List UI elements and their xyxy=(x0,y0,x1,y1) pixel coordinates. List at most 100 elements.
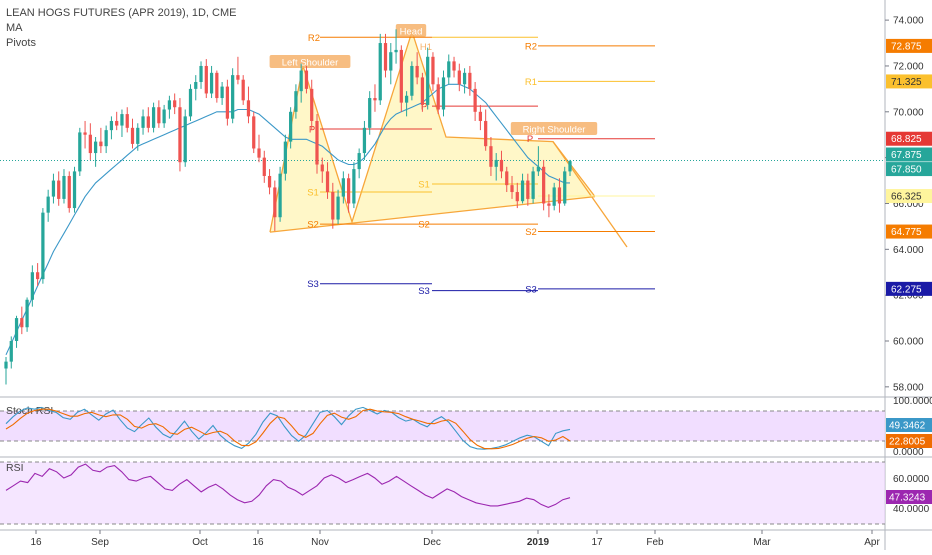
candle-body xyxy=(368,98,372,128)
symbol-title[interactable]: LEAN HOGS FUTURES (APR 2019), 1D, CME xyxy=(6,7,237,19)
time-tick-label: 16 xyxy=(252,537,264,548)
time-tick-label: 17 xyxy=(591,537,603,548)
candle-body xyxy=(146,116,150,128)
candle-body xyxy=(536,166,540,172)
stoch-d-line xyxy=(5,408,571,450)
candle-body xyxy=(394,49,398,53)
time-tick-label: Oct xyxy=(192,537,208,548)
pivot-s2-p2-label: S2 xyxy=(418,220,430,231)
candle-body xyxy=(289,111,293,142)
price-tick-label: 72.000 xyxy=(893,61,924,72)
candle-body xyxy=(352,169,356,204)
candle-body xyxy=(67,175,71,209)
pivot-s3-p3-label: S3 xyxy=(525,284,537,295)
candle-body xyxy=(568,161,572,172)
left-shoulder-label: Left Shoulder xyxy=(282,58,339,69)
candle-body xyxy=(404,95,409,103)
candle-body xyxy=(341,178,345,197)
rsi-badge: 47.3243 xyxy=(889,493,926,504)
candle-body xyxy=(252,116,256,149)
h1-label: H1 xyxy=(420,42,432,53)
candle-body xyxy=(30,272,34,300)
price-badge: 67.850 xyxy=(891,165,922,176)
price-badge: 64.775 xyxy=(891,227,922,238)
candle-body xyxy=(246,100,251,117)
price-tick-label: 60.000 xyxy=(893,337,924,348)
candle-body xyxy=(262,157,266,176)
price-badge: 68.825 xyxy=(891,134,922,145)
left-shoulder-label-bg xyxy=(269,55,351,68)
right-shoulder-label-bg xyxy=(510,122,598,135)
study-pivots-label[interactable]: Pivots xyxy=(6,37,36,49)
candle-body xyxy=(57,180,61,199)
rsi-band xyxy=(0,462,885,524)
stoch-band xyxy=(0,411,885,441)
price-badge-bg xyxy=(886,189,932,204)
candle-body xyxy=(552,187,556,206)
pivot-s1-p2-label: S1 xyxy=(418,179,430,190)
candle-body xyxy=(83,132,87,135)
projection-line xyxy=(552,141,628,248)
candle-body xyxy=(14,318,19,341)
candle-body xyxy=(194,82,198,89)
candle-body xyxy=(557,187,562,204)
price-badge-bg xyxy=(886,281,932,296)
stoch-title: Stoch RSI xyxy=(6,405,53,417)
candle-body xyxy=(283,141,287,174)
price-tick-label: 62.000 xyxy=(893,291,924,302)
pivot-s3-p1-label: S3 xyxy=(307,279,319,290)
candle-body xyxy=(46,196,50,213)
candle-body xyxy=(151,107,156,128)
price-tick-label: 58.000 xyxy=(893,382,924,393)
candle-body xyxy=(457,70,461,85)
candle-body xyxy=(499,159,504,172)
price-badge-bg xyxy=(886,74,932,89)
head-label: Head xyxy=(400,27,423,38)
study-ma-label[interactable]: MA xyxy=(6,22,23,34)
candle-body xyxy=(125,114,129,128)
time-tick-label: Feb xyxy=(646,537,664,548)
price-badge: 62.275 xyxy=(891,284,922,295)
time-tick-label: Nov xyxy=(311,537,329,548)
rsi-line xyxy=(5,463,571,508)
candle-body xyxy=(462,72,467,85)
candle-body xyxy=(399,49,403,103)
candle-body xyxy=(130,127,135,144)
candle-body xyxy=(378,43,382,101)
candle-body xyxy=(241,79,245,101)
candle-body xyxy=(304,70,309,89)
candle-body xyxy=(346,178,351,204)
time-tick-label: Apr xyxy=(864,537,880,548)
candle-body xyxy=(178,107,182,163)
candle-body xyxy=(4,361,8,369)
candle-body xyxy=(78,132,82,172)
candle-body xyxy=(563,171,567,204)
candle-body xyxy=(88,134,92,154)
pivot-s1-p3-label: S1 xyxy=(525,192,537,203)
candle-body xyxy=(236,75,240,80)
rsi-tick: 40.0000 xyxy=(893,504,930,515)
candle-body xyxy=(315,120,319,165)
candle-body xyxy=(447,61,451,78)
candle-body xyxy=(173,100,177,108)
candle-body xyxy=(72,171,77,209)
candle-body xyxy=(93,141,98,154)
candle-body xyxy=(436,84,440,110)
rsi-badge-bg xyxy=(886,490,932,504)
candle-body xyxy=(389,52,393,71)
candle-body xyxy=(299,70,303,92)
candle-body xyxy=(505,171,509,186)
candle-body xyxy=(120,114,124,126)
neckline xyxy=(269,195,596,233)
candle-body xyxy=(515,192,519,202)
candle-body xyxy=(526,180,530,199)
candle-body xyxy=(62,175,66,199)
candle-body xyxy=(468,72,472,89)
stoch-badge-bg xyxy=(886,418,932,432)
candle-body xyxy=(336,196,340,220)
right-shoulder-label: Right Shoulder xyxy=(523,125,586,136)
candle-body xyxy=(104,130,108,147)
stoch-tick: 0.0000 xyxy=(893,447,924,458)
